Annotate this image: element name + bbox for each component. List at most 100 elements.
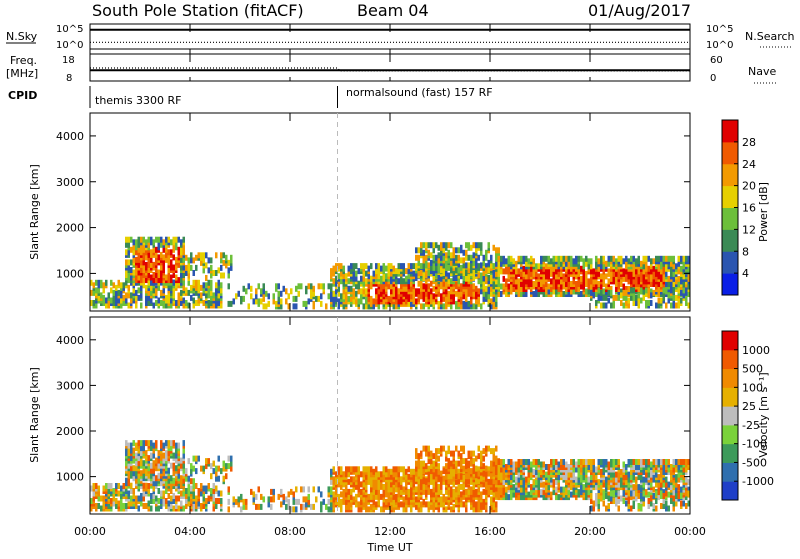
heatmap-cell [98,486,101,492]
heatmap-cell [450,267,453,273]
heatmap-cell [618,459,621,465]
heatmap-cell [358,501,361,507]
heatmap-cell [433,286,436,292]
heatmap-cell [365,263,368,269]
heatmap-cell [385,273,388,279]
heatmap-cell [540,489,543,495]
heatmap-cell [138,287,141,293]
heatmap-cell [508,494,511,500]
heatmap-cell [438,456,441,462]
heatmap-cell [445,451,448,457]
heatmap-cell [305,286,308,292]
heatmap-cell [393,466,396,472]
heatmap-cell [295,499,298,505]
heatmap-cell [138,496,141,502]
heatmap-cell [648,492,651,498]
heatmap-cell [220,491,223,497]
heatmap-cell [260,298,263,304]
heatmap-cell [215,252,218,258]
heatmap-cell [410,263,413,269]
heatmap-cell [480,451,483,457]
heatmap-cell [158,254,161,260]
heatmap-cell [213,483,216,489]
heatmap-cell [165,450,168,456]
heatmap-cell [493,245,496,251]
heatmap-cell [468,301,471,307]
heatmap-cell [653,258,656,264]
heatmap-cell [455,461,458,467]
heatmap-cell [183,506,186,512]
heatmap-cell [518,256,521,262]
heatmap-cell [370,276,373,282]
heatmap-cell [358,298,361,304]
heatmap-cell [113,282,116,288]
heatmap-cell [325,504,328,510]
heatmap-cell [488,446,491,452]
heatmap-cell [438,275,441,281]
heatmap-cell [503,256,506,262]
heatmap-cell [668,256,671,262]
heatmap-cell [248,303,251,309]
heatmap-cell [155,237,158,243]
heatmap-cell [505,487,508,493]
heatmap-cell [638,484,641,490]
heatmap-cell [198,280,201,286]
heatmap-cell [533,258,536,264]
heatmap-cell [388,469,391,475]
heatmap-cell [433,461,436,467]
heatmap-cell [228,463,231,469]
heatmap-cell [423,250,426,256]
heatmap-cell [375,288,378,294]
heatmap-cell [575,477,578,483]
heatmap-cell [430,288,433,294]
heatmap-cell [473,458,476,464]
heatmap-cell [215,486,218,492]
heatmap-cell [453,489,456,495]
heatmap-cell [130,496,133,502]
heatmap-cell [645,300,648,306]
heatmap-cell [203,282,206,288]
heatmap-cell [455,247,458,253]
heatmap-cell [428,446,431,452]
heatmap-cell [603,295,606,301]
heatmap-cell [213,292,216,298]
heatmap-cell [435,242,438,248]
heatmap-cell [143,237,146,243]
heatmap-cell [218,456,221,462]
heatmap-cell [368,266,371,272]
heatmap-cell [440,446,443,452]
heatmap-cell [495,459,498,465]
heatmap-cell [188,476,191,482]
heatmap-cell [563,487,566,493]
heatmap-cell [143,503,146,509]
heatmap-cell [450,451,453,457]
heatmap-cell [113,290,116,296]
heatmap-cell [173,493,176,499]
heatmap-cell [185,255,188,261]
heatmap-cell [170,239,173,245]
heatmap-cell [103,282,106,288]
heatmap-cell [585,289,588,295]
heatmap-cell [485,250,488,256]
heatmap-cell [368,466,371,472]
heatmap-cell [670,256,673,262]
heatmap-cell [425,242,428,248]
heatmap-cell [680,256,683,262]
heatmap-cell [223,252,226,258]
heatmap-cell [423,283,426,289]
heatmap-cell [173,463,176,469]
heatmap-cell [423,273,426,279]
heatmap-cell [295,303,298,309]
heatmap-cell [143,460,146,466]
heatmap-cell [110,298,113,304]
heatmap-cell [173,280,176,286]
heatmap-cell [328,486,331,492]
heatmap-cell [488,275,491,281]
heatmap-cell [155,475,158,481]
heatmap-cell [218,280,221,286]
heatmap-cell [330,489,333,495]
heatmap-cell [460,265,463,271]
heatmap-cell [150,453,153,459]
heatmap-cell [350,466,353,472]
heatmap-cell [208,257,211,263]
